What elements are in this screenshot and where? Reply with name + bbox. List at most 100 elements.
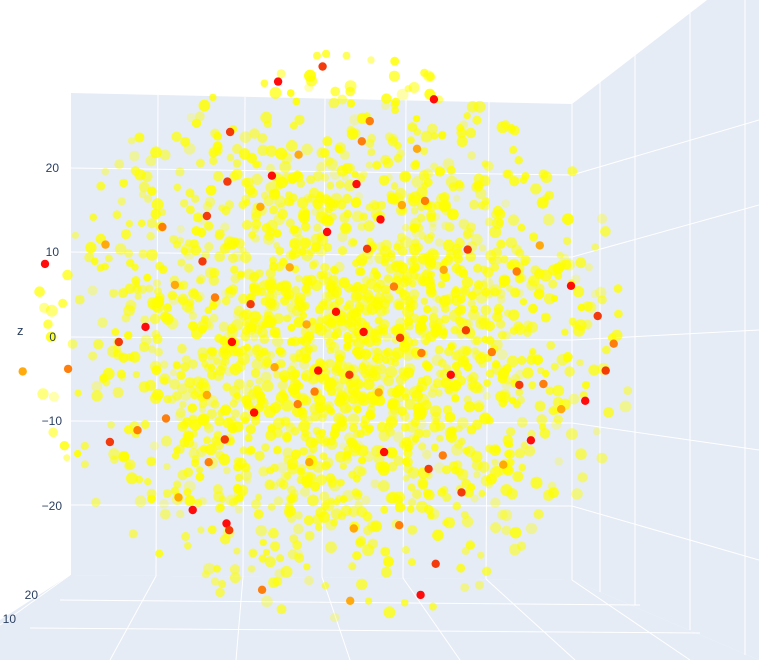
- dense-point: [123, 304, 135, 317]
- highlight-point[interactable]: [438, 451, 447, 460]
- highlight-point[interactable]: [133, 426, 142, 435]
- highlight-point[interactable]: [267, 171, 277, 180]
- highlight-point[interactable]: [210, 293, 220, 302]
- highlight-point[interactable]: [249, 408, 259, 417]
- highlight-point[interactable]: [63, 364, 73, 374]
- highlight-point[interactable]: [499, 460, 508, 469]
- highlight-point[interactable]: [225, 127, 235, 137]
- highlight-point[interactable]: [359, 327, 368, 337]
- highlight-point[interactable]: [40, 259, 50, 269]
- dense-point: [140, 334, 152, 346]
- highlight-point[interactable]: [593, 311, 602, 321]
- highlight-point[interactable]: [346, 596, 355, 605]
- highlight-point[interactable]: [515, 380, 524, 390]
- highlight-point[interactable]: [431, 559, 440, 568]
- highlight-point[interactable]: [322, 227, 332, 237]
- dense-point: [171, 131, 182, 142]
- dense-point: [427, 232, 435, 240]
- highlight-point[interactable]: [257, 585, 267, 594]
- highlight-point[interactable]: [273, 77, 283, 86]
- dense-point: [284, 196, 294, 207]
- highlight-point[interactable]: [141, 322, 150, 332]
- highlight-point[interactable]: [352, 179, 361, 189]
- dense-point: [504, 450, 512, 458]
- highlight-point[interactable]: [461, 326, 471, 335]
- highlight-point[interactable]: [379, 447, 389, 457]
- highlight-point[interactable]: [220, 435, 229, 444]
- highlight-point[interactable]: [512, 267, 521, 276]
- highlight-point[interactable]: [566, 281, 576, 290]
- dense-point: [443, 255, 454, 266]
- highlight-point[interactable]: [305, 458, 314, 467]
- highlight-point[interactable]: [294, 150, 303, 159]
- highlight-point[interactable]: [395, 521, 404, 530]
- dense-point: [539, 423, 547, 431]
- highlight-point[interactable]: [223, 177, 232, 186]
- highlight-point[interactable]: [420, 196, 430, 206]
- highlight-point[interactable]: [463, 245, 472, 254]
- highlight-point[interactable]: [345, 370, 354, 379]
- highlight-point[interactable]: [395, 333, 405, 342]
- highlight-point[interactable]: [188, 505, 197, 515]
- highlight-point[interactable]: [539, 379, 548, 389]
- highlight-point[interactable]: [601, 366, 610, 375]
- highlight-point[interactable]: [285, 263, 294, 272]
- highlight-point[interactable]: [429, 95, 439, 104]
- highlight-point[interactable]: [526, 436, 536, 445]
- highlight-point[interactable]: [446, 370, 455, 379]
- highlight-point[interactable]: [362, 244, 372, 253]
- highlight-point[interactable]: [424, 464, 433, 474]
- dense-point: [542, 213, 555, 226]
- highlight-point[interactable]: [174, 493, 183, 502]
- highlight-point[interactable]: [114, 337, 124, 347]
- highlight-point[interactable]: [349, 524, 358, 533]
- highlight-point[interactable]: [374, 388, 383, 397]
- highlight-point[interactable]: [170, 280, 180, 290]
- highlight-point[interactable]: [202, 211, 212, 221]
- highlight-point[interactable]: [256, 202, 265, 211]
- highlight-point[interactable]: [357, 137, 366, 146]
- highlight-point[interactable]: [331, 307, 341, 316]
- dense-point: [365, 138, 375, 148]
- highlight-point[interactable]: [581, 396, 590, 405]
- dense-point: [451, 443, 463, 456]
- highlight-point[interactable]: [198, 257, 207, 266]
- highlight-point[interactable]: [202, 390, 212, 400]
- highlight-point[interactable]: [18, 367, 27, 376]
- highlight-point[interactable]: [365, 116, 374, 126]
- dense-point: [116, 369, 126, 379]
- highlight-point[interactable]: [161, 414, 171, 423]
- highlight-point[interactable]: [158, 222, 167, 232]
- dense-point: [482, 566, 492, 576]
- highlight-point[interactable]: [397, 200, 407, 210]
- dense-point: [563, 355, 572, 363]
- highlight-point[interactable]: [246, 300, 255, 309]
- highlight-point[interactable]: [457, 488, 466, 497]
- highlight-point[interactable]: [318, 62, 327, 71]
- highlight-point[interactable]: [439, 265, 448, 274]
- dense-point: [356, 578, 368, 591]
- highlight-point[interactable]: [101, 240, 110, 249]
- dense-point: [347, 238, 357, 248]
- highlight-point[interactable]: [412, 144, 422, 153]
- highlight-point[interactable]: [302, 320, 311, 329]
- dense-point: [226, 323, 237, 334]
- highlight-point[interactable]: [376, 215, 385, 224]
- highlight-point[interactable]: [204, 458, 213, 467]
- highlight-point[interactable]: [609, 339, 618, 348]
- highlight-point[interactable]: [535, 241, 544, 250]
- highlight-point[interactable]: [417, 348, 426, 358]
- dense-point: [402, 474, 410, 482]
- highlight-point[interactable]: [314, 366, 323, 375]
- highlight-point[interactable]: [310, 387, 319, 396]
- highlight-point[interactable]: [225, 526, 234, 535]
- highlight-point[interactable]: [557, 405, 566, 414]
- highlight-point[interactable]: [389, 282, 399, 291]
- highlight-point[interactable]: [270, 363, 279, 372]
- highlight-point[interactable]: [293, 400, 302, 409]
- highlight-point[interactable]: [416, 590, 425, 600]
- highlight-point[interactable]: [105, 437, 115, 447]
- highlight-point[interactable]: [227, 337, 237, 347]
- highlight-point[interactable]: [487, 347, 496, 357]
